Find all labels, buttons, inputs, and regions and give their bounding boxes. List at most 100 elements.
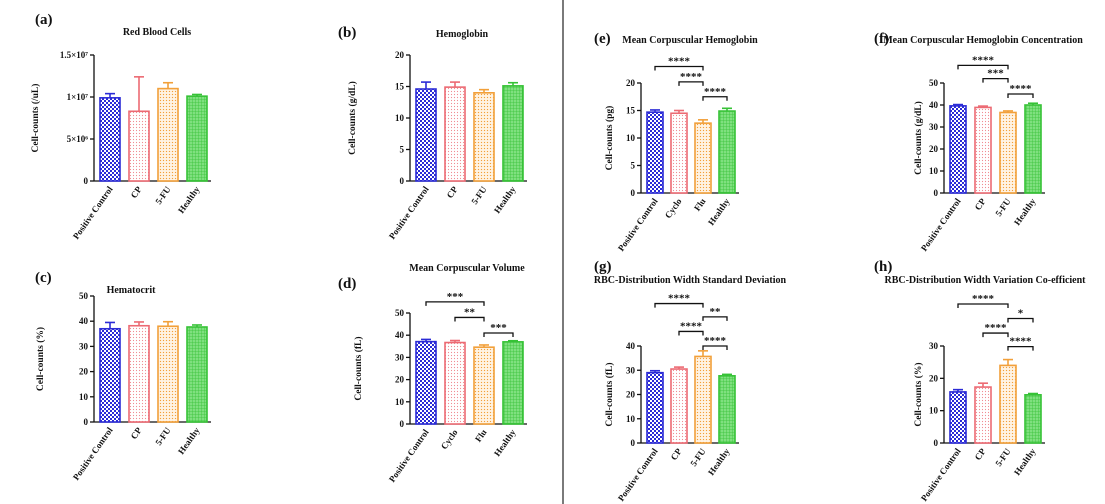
y-tick-label: 20	[929, 144, 939, 154]
significance-label: ****	[1010, 336, 1033, 348]
y-tick-label: 50	[929, 78, 939, 88]
y-tick-label: 10	[626, 414, 636, 424]
y-tick-label: 5	[631, 161, 636, 171]
chart-title: Hematocrit	[107, 285, 157, 296]
bar-cp	[128, 110, 150, 182]
category-label: Cyclo	[663, 196, 684, 220]
category-label: Positive Control	[387, 184, 431, 241]
significance-label: ****	[985, 322, 1008, 334]
significance-bracket	[957, 64, 1009, 70]
bar-healthy	[186, 95, 208, 182]
panel-letter: (h)	[874, 259, 892, 275]
significance-label: ***	[490, 322, 507, 334]
y-tick-label: 20	[929, 373, 939, 383]
y-tick-label: 1.5×10⁷	[60, 50, 88, 60]
chart-title: RBC-Distribution Width Variation Co-effi…	[884, 275, 1086, 286]
y-tick-label: 30	[626, 365, 636, 375]
bar-5-fu	[157, 87, 179, 182]
bar-cp	[670, 368, 688, 444]
y-tick-label: 10	[395, 113, 405, 123]
y-axis-label: Cell-counts (g/dL)	[347, 81, 358, 155]
significance-bracket	[957, 303, 1009, 308]
chart-panel-g: (g)RBC-Distribution Width Standard Devia…	[594, 259, 787, 503]
y-axis-label: Cell-counts (pg)	[604, 106, 615, 171]
y-tick-label: 0	[84, 417, 89, 427]
category-label: Healthy	[706, 446, 732, 477]
bar-healthy	[718, 110, 736, 194]
significance-label: ***	[447, 291, 464, 303]
bar-cp	[974, 386, 992, 444]
bar-healthy	[502, 85, 524, 182]
significance-bracket	[1007, 345, 1034, 351]
category-label: Flu	[692, 196, 708, 212]
significance-bracket	[654, 302, 704, 308]
bar-positive-control	[646, 371, 664, 444]
category-label: 5-FU	[688, 446, 708, 468]
significance-label: ***	[987, 68, 1004, 80]
y-tick-label: 20	[395, 375, 405, 385]
category-label: Positive Control	[71, 184, 115, 241]
bar-positive-control	[415, 340, 437, 425]
significance-bracket	[654, 65, 704, 71]
y-tick-label: 20	[626, 390, 636, 400]
chart-panel-f: (f)Mean Corpuscular Hemoglobin Concentra…	[874, 31, 1083, 253]
category-label: Positive Control	[616, 196, 660, 253]
bar-5-fu	[999, 111, 1017, 194]
y-tick-label: 15	[395, 82, 405, 92]
category-label: Positive Control	[71, 425, 115, 482]
bar-healthy	[186, 326, 208, 423]
y-tick-label: 20	[626, 78, 636, 88]
chart-panel-b: (b) Hemoglobin 0 5 10 15 20 Cell-counts (g/dL) P…	[338, 25, 527, 241]
y-tick-label: 40	[626, 341, 636, 351]
bar-positive-control	[949, 391, 967, 444]
chart-title: RBC-Distribution Width Standard Deviatio…	[594, 275, 787, 286]
category-label: Healthy	[706, 196, 732, 227]
category-label: Healthy	[492, 427, 518, 458]
y-axis-label: Cell-counts (fL)	[353, 336, 364, 400]
chart-title: Mean Corpuscular Hemoglobin Concentratio…	[883, 35, 1083, 46]
y-axis-label: Cell-counts (%)	[35, 327, 46, 391]
chart-panel-h: (h)RBC-Distribution Width Variation Co-e…	[874, 259, 1086, 503]
y-tick-label: 0	[934, 438, 939, 448]
bar-cp	[128, 324, 150, 423]
category-label: Positive Control	[919, 196, 963, 253]
significance-label: ****	[668, 56, 691, 68]
bar-5-fu	[473, 92, 495, 182]
category-label: CP	[129, 184, 144, 200]
panel-letter: (c)	[35, 270, 52, 286]
y-axis-label: Cell-counts (g/dL)	[913, 101, 924, 175]
chart-panel-d: (d) Mean Corpuscular Volume 0 10 20 30 40 50 Cel…	[338, 263, 527, 484]
y-tick-label: 0	[84, 176, 89, 186]
significance-label: ****	[1010, 83, 1033, 95]
panel-letter: (a)	[35, 12, 53, 28]
bar-healthy	[1024, 104, 1042, 194]
category-label: CP	[669, 446, 684, 462]
category-label: Healthy	[492, 184, 518, 215]
panel-letter: (b)	[338, 25, 356, 41]
bar-cp	[444, 86, 466, 182]
significance-bracket	[982, 77, 1009, 83]
significance-label: ****	[680, 71, 703, 83]
significance-label: ****	[972, 54, 995, 66]
bar-flu	[694, 122, 712, 194]
panel-letter: (g)	[594, 259, 612, 275]
category-label: 5-FU	[993, 446, 1013, 468]
significance-bracket	[425, 301, 485, 306]
y-tick-label: 20	[79, 367, 89, 377]
chart-title: Mean Corpuscular Volume	[409, 263, 525, 274]
charts-layer: (a) Red Blood Cells 0 5×10⁶ 1×10⁷ 1.5×10⁷ Cell…	[30, 12, 1086, 503]
bar-positive-control	[415, 88, 437, 182]
chart-title: Hemoglobin	[436, 29, 489, 40]
category-label: Cyclo	[439, 427, 460, 451]
category-label: Positive Control	[616, 446, 660, 503]
y-tick-label: 0	[400, 419, 405, 429]
category-label: 5-FU	[469, 184, 489, 206]
significance-bracket	[483, 332, 514, 337]
significance-bracket	[1007, 93, 1034, 98]
bar-flu	[473, 346, 495, 425]
significance-label: ****	[704, 86, 727, 98]
significance-label: *	[1018, 308, 1024, 320]
y-tick-label: 15	[626, 106, 636, 116]
significance-label: **	[710, 306, 722, 318]
